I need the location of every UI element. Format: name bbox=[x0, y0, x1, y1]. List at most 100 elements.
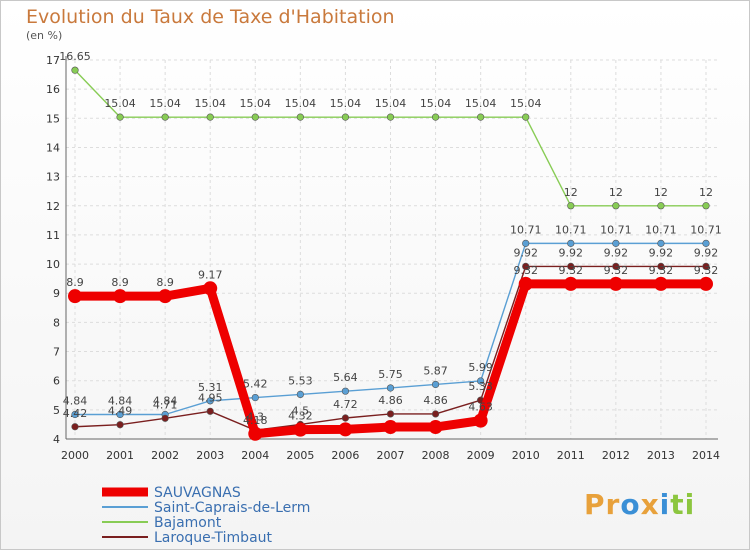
point-sauvagnas bbox=[428, 420, 443, 435]
point-sauvagnas bbox=[338, 422, 353, 437]
point bbox=[657, 239, 665, 247]
point-sauvagnas bbox=[473, 413, 488, 428]
point bbox=[206, 397, 214, 405]
y-tick-label: 5 bbox=[53, 404, 60, 417]
data-label: 4.63 bbox=[468, 401, 493, 414]
data-label: 9.32 bbox=[649, 264, 674, 277]
point bbox=[341, 113, 350, 121]
point bbox=[702, 202, 710, 210]
data-label: 9.92 bbox=[513, 246, 538, 259]
point-sauvagnas bbox=[248, 426, 263, 441]
data-label: 10.71 bbox=[510, 223, 542, 236]
y-tick-label: 15 bbox=[46, 112, 60, 125]
data-label: 8.9 bbox=[111, 276, 129, 289]
data-label: 15.04 bbox=[375, 97, 407, 110]
point bbox=[702, 262, 710, 271]
logo-letter: o bbox=[620, 488, 641, 521]
point bbox=[567, 239, 575, 247]
logo-letter: i bbox=[684, 488, 696, 521]
data-label: 15.04 bbox=[465, 97, 497, 110]
legend-label: Laroque-Timbaut bbox=[154, 530, 273, 546]
y-tick-label: 8 bbox=[53, 316, 60, 329]
axes: 4 5 6 7 8 9 10 11 12 13 14 15 16 17 2000 2001 2002 2003 20… bbox=[46, 54, 720, 462]
point bbox=[386, 384, 395, 392]
y-tick-label: 6 bbox=[53, 375, 60, 388]
point bbox=[657, 202, 665, 210]
data-label: 4.84 bbox=[108, 395, 133, 408]
point bbox=[116, 410, 124, 419]
data-label: 4.86 bbox=[423, 394, 448, 407]
data-label: 5.33 bbox=[468, 380, 493, 393]
data-label: 9.17 bbox=[198, 268, 223, 281]
x-tick-label: 2013 bbox=[647, 449, 675, 462]
data-label: 4.18 bbox=[243, 414, 268, 427]
point-sauvagnas bbox=[68, 289, 82, 304]
chart-subtitle: (en %) bbox=[26, 29, 63, 42]
point bbox=[612, 239, 620, 247]
point bbox=[116, 421, 124, 429]
point bbox=[431, 113, 440, 121]
point bbox=[161, 113, 169, 121]
point-sauvagnas bbox=[383, 420, 398, 435]
data-label: 4.42 bbox=[63, 407, 88, 420]
point bbox=[522, 239, 530, 247]
y-tick-label: 4 bbox=[53, 433, 60, 446]
legend: SAUVAGNASSaint-Caprais-de-LermBajamontLa… bbox=[102, 485, 310, 546]
data-label: 8.9 bbox=[156, 276, 174, 289]
data-label: 9.32 bbox=[559, 264, 584, 277]
point bbox=[341, 414, 350, 422]
data-label: 9.92 bbox=[559, 246, 584, 259]
data-label: 5.42 bbox=[243, 378, 268, 391]
x-tick-label: 2010 bbox=[512, 449, 540, 462]
point bbox=[522, 262, 530, 271]
x-tick-label: 2008 bbox=[422, 449, 450, 462]
x-tick-label: 2012 bbox=[602, 449, 630, 462]
y-tick-label: 17 bbox=[46, 54, 60, 67]
x-tick-label: 2005 bbox=[286, 449, 314, 462]
point bbox=[206, 113, 214, 121]
y-tick-label: 11 bbox=[46, 229, 60, 242]
x-tick-label: 2003 bbox=[196, 449, 224, 462]
data-label: 4.32 bbox=[288, 410, 313, 423]
data-label: 10.71 bbox=[645, 223, 677, 236]
point bbox=[477, 113, 485, 121]
point bbox=[341, 387, 350, 395]
data-label: 9.92 bbox=[694, 246, 719, 259]
data-label: 12 bbox=[564, 186, 578, 199]
point bbox=[71, 423, 79, 431]
data-label: 4.49 bbox=[108, 405, 133, 418]
point bbox=[251, 113, 259, 121]
data-label: 4.3 bbox=[247, 410, 265, 423]
data-label: 5.75 bbox=[378, 368, 403, 381]
data-label: 5.87 bbox=[423, 364, 448, 377]
data-label: 9.32 bbox=[604, 264, 629, 277]
proxiti-logo: Proxiti bbox=[584, 488, 695, 521]
point bbox=[386, 410, 395, 418]
y-tick-label: 16 bbox=[46, 83, 60, 96]
point bbox=[657, 262, 665, 271]
point bbox=[296, 390, 304, 398]
x-tick-label: 2000 bbox=[61, 449, 89, 462]
point bbox=[206, 407, 214, 415]
point-sauvagnas bbox=[518, 276, 533, 291]
data-label: 5.64 bbox=[333, 371, 358, 384]
chart-title: Evolution du Taux de Taxe d'Habitation bbox=[26, 6, 395, 28]
x-tick-label: 2009 bbox=[467, 449, 495, 462]
point bbox=[71, 410, 79, 419]
point-sauvagnas bbox=[608, 276, 623, 291]
point bbox=[386, 113, 395, 121]
point-sauvagnas bbox=[203, 281, 218, 296]
legend-label: SAUVAGNAS bbox=[154, 485, 241, 501]
data-label: 5.99 bbox=[468, 361, 493, 374]
data-label: 15.04 bbox=[285, 97, 317, 110]
logo-letter: x bbox=[640, 488, 660, 521]
series-group bbox=[68, 66, 713, 441]
data-label: 15.04 bbox=[240, 97, 272, 110]
data-label: 12 bbox=[654, 186, 668, 199]
y-tick-label: 12 bbox=[46, 200, 60, 213]
x-tick-label: 2014 bbox=[692, 449, 720, 462]
data-label: 9.32 bbox=[513, 264, 538, 277]
data-label: 9.92 bbox=[649, 246, 674, 259]
